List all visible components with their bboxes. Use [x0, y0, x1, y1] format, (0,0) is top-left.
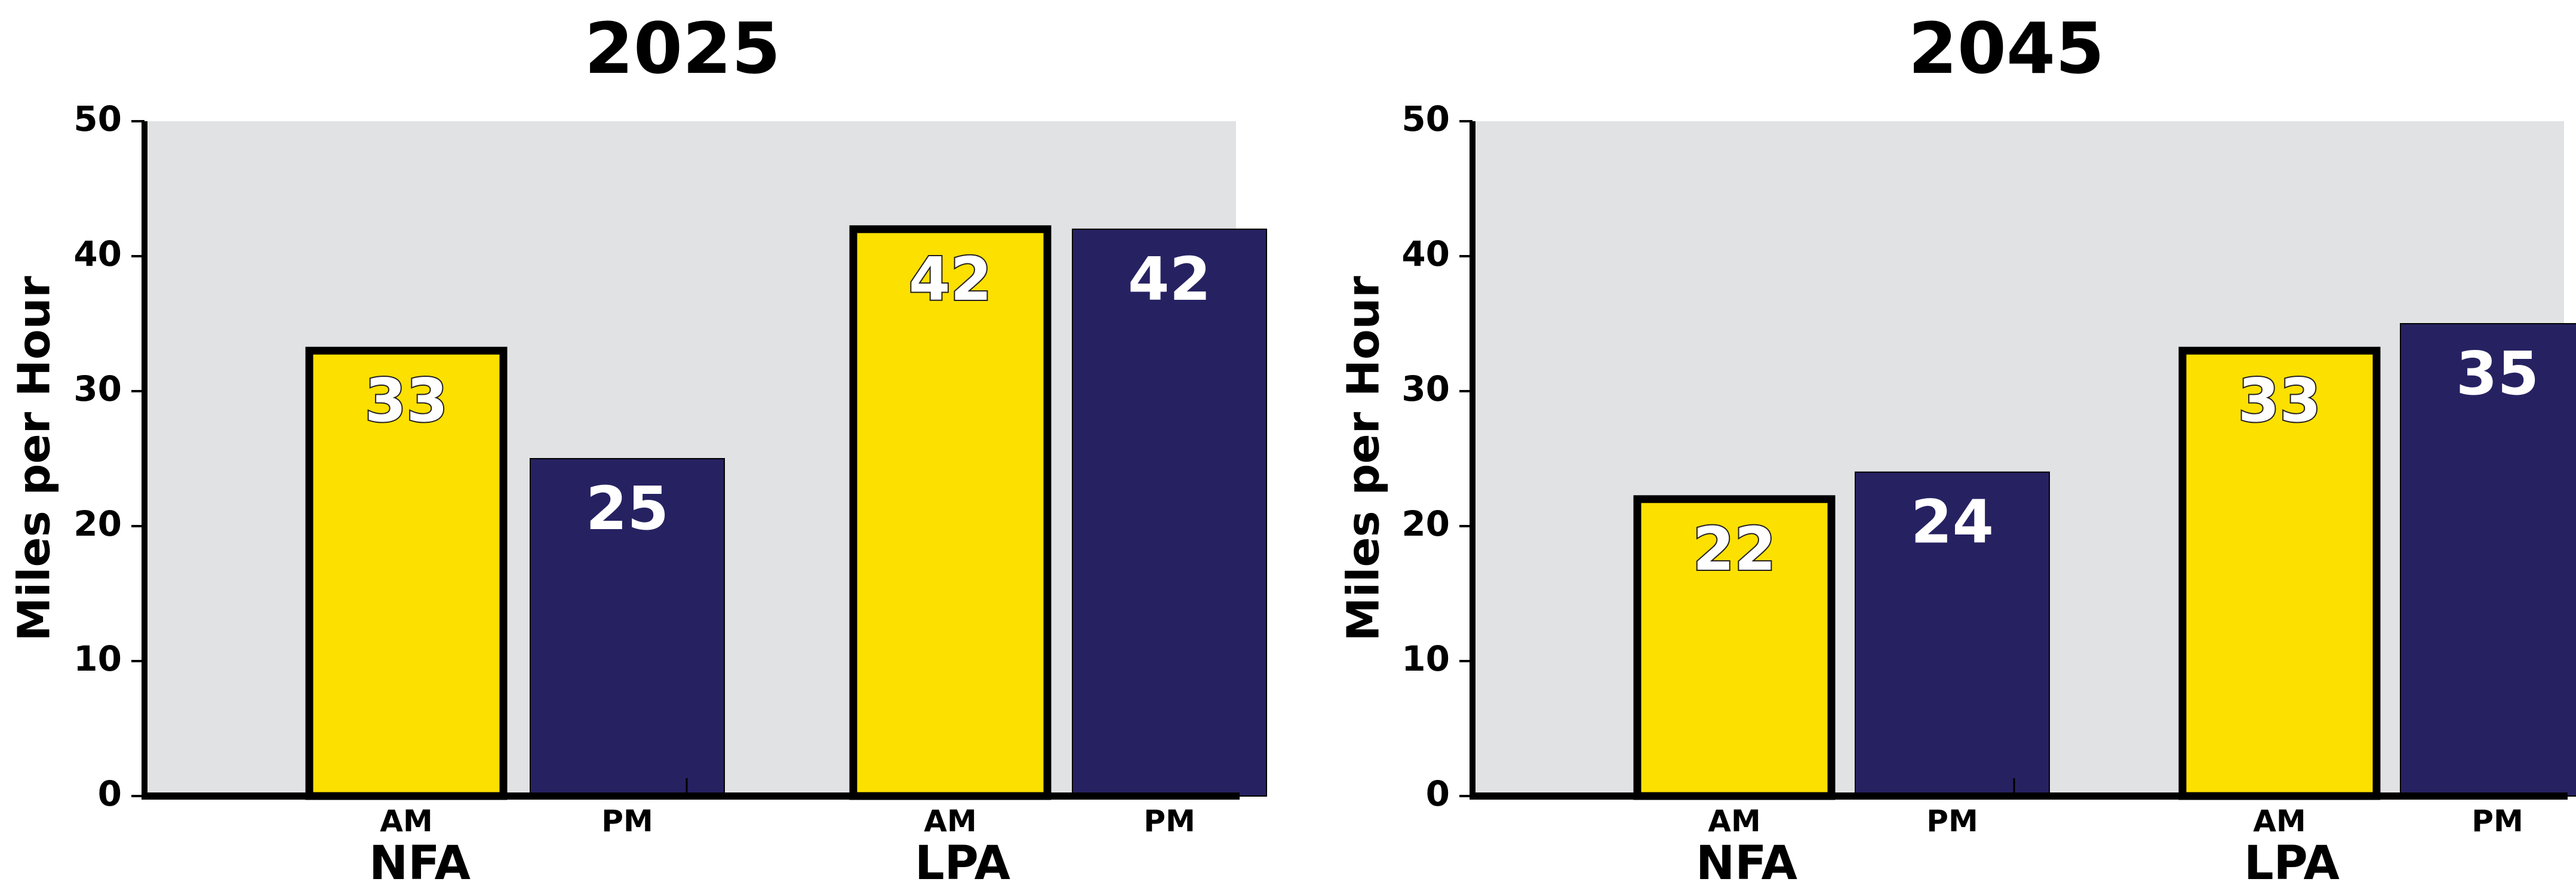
data-label: 33 — [2238, 365, 2321, 435]
x-tick-label: PM — [1926, 804, 1978, 838]
bar-nfa-pm — [1855, 471, 2050, 797]
data-label: 33 — [365, 365, 448, 435]
x-tick-label: PM — [2472, 804, 2523, 838]
bar-lpa-am — [849, 225, 1052, 800]
chart-title: 2025 — [585, 7, 780, 90]
data-label: 25 — [586, 474, 669, 543]
y-axis-label: Miles per Hour — [1338, 276, 1390, 641]
chart-title: 2045 — [1908, 7, 2104, 90]
x-tick-label: AM — [380, 804, 432, 838]
y-tick-label: 0 — [98, 773, 122, 814]
y-tick-label: 20 — [73, 503, 122, 544]
group-label: LPA — [2244, 837, 2340, 888]
group-label: NFA — [369, 837, 471, 888]
x-tick-label: AM — [1708, 804, 1760, 838]
x-tick-label: AM — [2253, 804, 2306, 838]
y-tick-label: 40 — [73, 233, 122, 274]
bar-nfa-am — [305, 346, 508, 800]
x-tick-label: PM — [1143, 804, 1195, 838]
x-tick-label: AM — [924, 804, 976, 838]
data-label: 42 — [1128, 244, 1211, 314]
bar-nfa-am — [1633, 495, 1836, 800]
group-label: LPA — [915, 837, 1010, 888]
data-label: 24 — [1911, 487, 1994, 557]
y-tick-label: 20 — [1401, 503, 1450, 544]
y-tick-label: 10 — [73, 638, 122, 679]
x-tick-label: PM — [601, 804, 653, 838]
bar-lpa-pm — [2400, 323, 2576, 797]
y-tick-label: 50 — [1401, 99, 1450, 139]
data-label: 42 — [909, 244, 992, 314]
group-label: NFA — [1696, 837, 1797, 888]
bar-lpa-pm — [1072, 228, 1267, 797]
data-label: 35 — [2456, 339, 2539, 408]
bar-nfa-pm — [530, 458, 725, 797]
y-tick-label: 40 — [1401, 233, 1450, 274]
y-tick-label: 30 — [73, 368, 122, 409]
y-axis-label: Miles per Hour — [9, 276, 60, 641]
data-label: 22 — [1693, 514, 1776, 584]
y-tick-label: 10 — [1401, 638, 1450, 679]
bar-lpa-am — [2178, 346, 2381, 800]
y-tick-label: 30 — [1401, 368, 1450, 409]
y-tick-label: 50 — [73, 99, 122, 139]
y-tick-label: 0 — [1426, 773, 1450, 814]
